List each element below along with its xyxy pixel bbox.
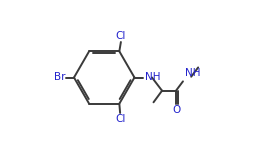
Text: NH: NH: [185, 67, 201, 78]
Text: NH: NH: [145, 73, 160, 82]
Text: O: O: [173, 105, 181, 115]
Text: Cl: Cl: [115, 114, 125, 124]
Text: Br: Br: [54, 73, 66, 82]
Text: Cl: Cl: [116, 31, 126, 41]
